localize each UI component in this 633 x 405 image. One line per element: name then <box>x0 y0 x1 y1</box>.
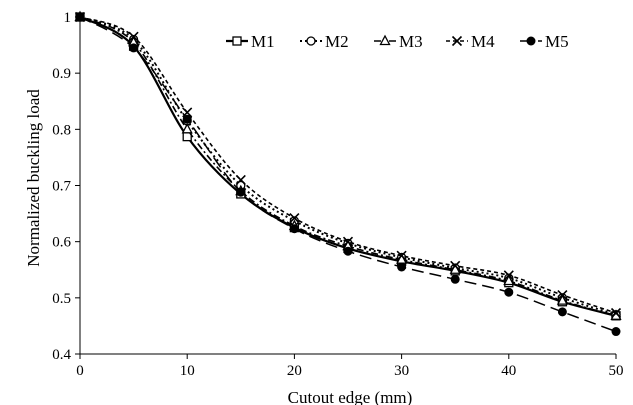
legend-marker <box>379 34 391 46</box>
x-tick-label: 0 <box>76 363 84 379</box>
data-point-m5 <box>236 187 246 197</box>
legend-item-m2: M2 <box>300 32 349 51</box>
data-point-m5 <box>129 43 139 53</box>
data-point-m5 <box>289 224 299 234</box>
series-m4 <box>74 11 622 319</box>
legend-item-m4: M4 <box>446 32 495 51</box>
x-tick-label: 40 <box>501 363 516 379</box>
legend-item-m5: M5 <box>520 32 569 51</box>
legend-marker <box>232 36 242 46</box>
y-axis-title: Normalized buckling load <box>24 89 43 267</box>
data-point-m3 <box>556 294 568 305</box>
legend-label: M3 <box>399 32 423 51</box>
data-point-m4 <box>610 307 622 319</box>
y-tick-label: 1 <box>64 10 72 26</box>
legend-item-m1: M1 <box>226 32 275 51</box>
legend-marker <box>306 36 316 46</box>
x-axis-title: Cutout edge (mm) <box>288 388 413 405</box>
legend-label: M2 <box>325 32 349 51</box>
y-tick-label: 0.8 <box>52 122 71 138</box>
legend-marker <box>451 35 463 47</box>
legend-label: M1 <box>251 32 275 51</box>
axes: 0 10 20 30 40 50 0.4 0.5 0.6 0.7 0.8 0.9 1 <box>52 10 623 379</box>
series-m5 <box>75 12 621 337</box>
y-tick-label: 0.5 <box>52 291 71 307</box>
legend-label: M4 <box>471 32 495 51</box>
x-tick-label: 20 <box>287 363 302 379</box>
series-layer <box>74 10 622 337</box>
data-point-m4 <box>235 174 246 185</box>
legend-item-m3: M3 <box>374 32 423 51</box>
data-point-m4 <box>503 270 514 281</box>
data-point-m3 <box>503 274 515 286</box>
data-point-m5 <box>557 307 567 317</box>
y-tick-label: 0.4 <box>52 347 71 363</box>
series-line-m4 <box>79 16 617 314</box>
data-point-m3 <box>181 122 193 134</box>
data-point-m5 <box>611 327 621 337</box>
data-point-m4 <box>128 31 139 42</box>
data-point-m5 <box>343 246 353 256</box>
series-line-m5 <box>79 16 617 333</box>
series-line-m2 <box>79 16 617 316</box>
series-m2 <box>75 12 621 320</box>
series-line-m3 <box>79 16 617 317</box>
data-point-m4 <box>450 260 461 271</box>
data-point-m5 <box>75 12 85 22</box>
data-point-m4 <box>557 289 568 301</box>
legend-label: M5 <box>545 32 569 51</box>
x-tick-label: 50 <box>609 363 624 379</box>
data-point-m5 <box>397 262 407 272</box>
data-point-m5 <box>450 274 460 284</box>
series-m3 <box>74 10 622 320</box>
legend: M1 M2 M3 M4 M5 <box>226 32 569 51</box>
data-point-m5 <box>182 114 192 124</box>
y-tick-label: 0.7 <box>52 179 71 195</box>
y-tick-label: 0.6 <box>52 235 71 251</box>
data-point-m4 <box>342 236 354 247</box>
series-line-m1 <box>79 16 617 317</box>
x-tick-label: 10 <box>180 363 195 379</box>
data-point-m4 <box>289 213 300 224</box>
x-tick-label: 30 <box>394 363 409 379</box>
y-tick-label: 0.9 <box>52 66 71 82</box>
series-m1 <box>75 12 621 321</box>
legend-marker <box>526 36 536 46</box>
data-point-m5 <box>504 287 514 297</box>
data-point-m4 <box>396 250 407 261</box>
